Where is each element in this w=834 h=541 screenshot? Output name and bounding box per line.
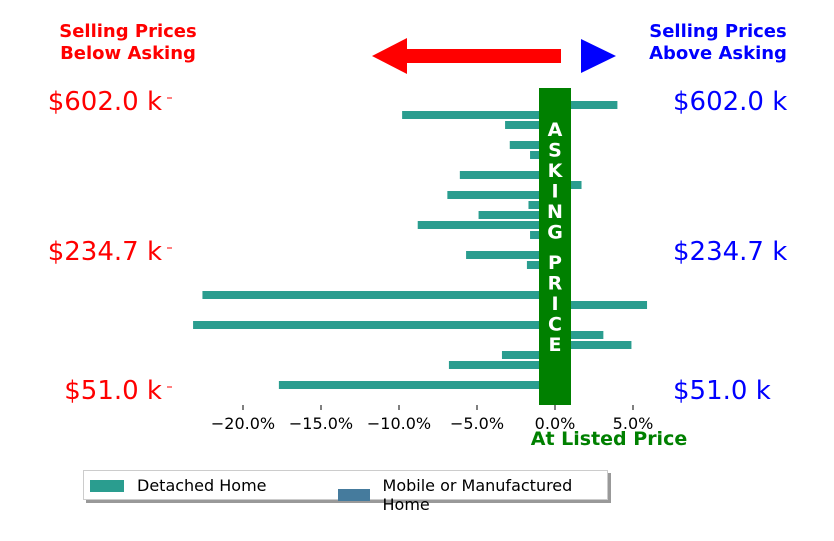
header-right-line1: Selling Prices [649, 21, 787, 42]
bar-15 [466, 251, 555, 259]
bar-2 [505, 121, 555, 129]
y-label-left-0: $602.0 k [48, 87, 162, 117]
legend-label-detached: Detached Home [137, 476, 267, 495]
y-label-right-1: $234.7 k [673, 237, 787, 267]
bar-1 [402, 111, 555, 119]
bar-group [193, 101, 648, 389]
x-tick-label-1: −15.0% [289, 414, 353, 433]
legend-item-mobile: Mobile or Manufactured Home [338, 476, 607, 514]
center-letter-0: A [548, 119, 563, 141]
x-tick-label-5: 5.0% [613, 414, 654, 433]
legend-swatch-detached [90, 479, 124, 492]
legend: Detached Home Mobile or Manufactured Hom… [83, 470, 608, 514]
bar-22 [193, 321, 555, 329]
y-label-right-0: $602.0 k [673, 87, 787, 117]
center-letter-5: G [547, 222, 563, 244]
center-letter-2: K [548, 160, 564, 182]
center-letter-9: I [551, 293, 558, 315]
center-letter-11: E [549, 334, 562, 356]
header-left-line1: Selling Prices [59, 21, 197, 42]
bar-9 [447, 191, 555, 199]
legend-item-detached: Detached Home [90, 476, 267, 495]
center-letter-4: N [547, 201, 563, 223]
x-tick-label-3: −5.0% [450, 414, 504, 433]
center-letter-10: C [548, 314, 562, 336]
y-label-left-1: $234.7 k [48, 237, 162, 267]
header-right-line2: Above Asking [649, 43, 787, 64]
legend-label-mobile: Mobile or Manufactured Home [382, 476, 573, 514]
bar-20 [555, 301, 648, 309]
center-letter-8: R [548, 273, 563, 295]
bar-4 [509, 141, 555, 149]
bar-23 [555, 331, 604, 339]
bar-7 [459, 171, 555, 179]
y-label-right-2: $51.0 k [673, 376, 771, 406]
center-letter-3: I [551, 181, 558, 203]
y-axis-labels: $602.0 k $234.7 k $51.0 k $602.0 k $234.7 k $… [48, 87, 788, 406]
y-label-left-2: $51.0 k [64, 376, 162, 406]
x-tick-label-4: 0.0% [535, 414, 576, 433]
header-right: Selling Prices Above Asking [618, 21, 818, 65]
bar-25 [501, 351, 555, 359]
bar-12 [417, 221, 555, 229]
bar-26 [448, 361, 555, 369]
bar-28 [278, 381, 555, 389]
right-arrow-icon [581, 39, 616, 73]
center-letter-7: P [548, 252, 562, 274]
x-tick-label-0: −20.0% [211, 414, 275, 433]
x-axis-title: At Listed Price [531, 428, 687, 450]
center-letter-1: S [548, 140, 562, 162]
header-left: Selling Prices Below Asking [28, 21, 228, 65]
x-axis: −20.0% −15.0% −10.0% −5.0% 0.0% 5.0% [211, 405, 653, 433]
legend-swatch-mobile [338, 489, 370, 501]
bar-11 [478, 211, 555, 219]
bar-19 [202, 291, 555, 299]
bar-24 [555, 341, 632, 349]
left-arrow-icon [372, 38, 561, 74]
bar-0 [555, 101, 618, 109]
asking-price-band [539, 88, 571, 405]
x-tick-label-2: −10.0% [367, 414, 431, 433]
header-left-line2: Below Asking [60, 43, 196, 64]
